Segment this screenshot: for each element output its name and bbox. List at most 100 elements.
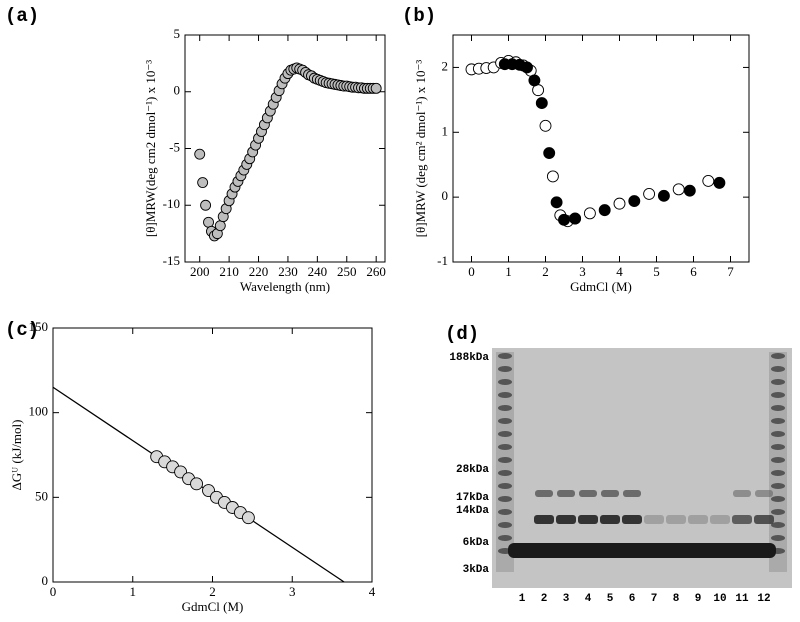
data-point bbox=[569, 212, 582, 225]
data-point bbox=[370, 82, 382, 94]
data-point bbox=[194, 148, 206, 160]
panel-label: (b) bbox=[402, 5, 436, 27]
y-tick-label: 100 bbox=[29, 404, 49, 419]
plot-frame bbox=[452, 34, 750, 263]
ladder-band bbox=[498, 353, 512, 359]
ladder-band bbox=[771, 535, 785, 541]
data-point bbox=[583, 207, 596, 220]
marker-label: 17kDa bbox=[456, 492, 489, 504]
ladder-band bbox=[771, 379, 785, 385]
data-point bbox=[190, 477, 204, 491]
ladder-band bbox=[771, 522, 785, 528]
band-14 bbox=[754, 515, 774, 524]
band-14 bbox=[534, 515, 554, 524]
lane-label: 7 bbox=[651, 593, 658, 605]
ladder-band bbox=[498, 444, 512, 450]
x-tick-label: 240 bbox=[308, 264, 328, 279]
y-tick-label: 0 bbox=[42, 573, 49, 588]
ladder-band bbox=[498, 496, 512, 502]
band-14 bbox=[556, 515, 576, 524]
ladder-band bbox=[498, 535, 512, 541]
panel-label: (c) bbox=[5, 319, 39, 341]
band-14 bbox=[644, 515, 664, 524]
lane-label: 10 bbox=[713, 593, 726, 605]
x-tick-label: 230 bbox=[278, 264, 298, 279]
x-tick-label: 2 bbox=[542, 264, 549, 279]
main-band bbox=[508, 543, 776, 558]
plot-frame bbox=[52, 327, 373, 583]
y-tick-label: 150 bbox=[29, 319, 49, 334]
x-tick-label: 5 bbox=[653, 264, 660, 279]
x-tick-label: 3 bbox=[579, 264, 586, 279]
ladder-band bbox=[498, 379, 512, 385]
data-point bbox=[521, 61, 533, 74]
x-tick-label: 6 bbox=[690, 264, 697, 279]
ladder-band bbox=[498, 418, 512, 424]
ladder-band bbox=[771, 431, 785, 437]
panel-label: (d) bbox=[445, 323, 479, 345]
x-tick-label: 4 bbox=[369, 584, 376, 599]
lane-label: 8 bbox=[673, 593, 680, 605]
data-point bbox=[543, 147, 556, 159]
marker-label: 6kDa bbox=[463, 537, 490, 549]
y-axis-label: [θ]MRW (deg cm² dmol⁻¹) x 10⁻³ bbox=[413, 60, 428, 238]
y-axis-label: ΔGᵁ (kJ/mol) bbox=[9, 420, 24, 491]
y-tick-label: 0 bbox=[442, 188, 449, 203]
ladder-band bbox=[771, 366, 785, 372]
band-17 bbox=[579, 490, 597, 497]
y-tick-label: 1 bbox=[442, 123, 449, 138]
data-point bbox=[528, 74, 541, 87]
y-tick-label: 5 bbox=[174, 26, 181, 41]
lane-label: 6 bbox=[629, 593, 636, 605]
data-point bbox=[539, 119, 552, 132]
band-14 bbox=[710, 515, 730, 524]
x-axis-label: GdmCl (M) bbox=[570, 279, 632, 294]
marker-label: 188kDa bbox=[449, 352, 489, 364]
marker-label: 3kDa bbox=[463, 564, 490, 576]
marker-label: 28kDa bbox=[456, 464, 489, 476]
data-point bbox=[214, 220, 226, 232]
band-17 bbox=[733, 490, 751, 497]
lane-label: 4 bbox=[585, 593, 592, 605]
x-tick-label: 0 bbox=[468, 264, 475, 279]
data-point bbox=[598, 204, 611, 217]
data-point bbox=[713, 176, 726, 189]
y-axis-label: [θ]MRW(deg cm2 dmol⁻¹) x 10⁻³ bbox=[143, 60, 158, 237]
lane-label: 5 bbox=[607, 593, 614, 605]
ladder-band bbox=[771, 496, 785, 502]
x-tick-label: 220 bbox=[249, 264, 269, 279]
ladder-band bbox=[771, 457, 785, 463]
data-point bbox=[203, 216, 214, 228]
y-tick-label: -15 bbox=[163, 253, 180, 268]
x-axis-label: Wavelength (nm) bbox=[240, 279, 330, 294]
x-tick-label: 0 bbox=[50, 584, 57, 599]
data-point bbox=[550, 196, 563, 209]
ladder-band bbox=[498, 483, 512, 489]
band-17 bbox=[557, 490, 575, 497]
lane-label: 3 bbox=[563, 593, 570, 605]
data-point bbox=[197, 177, 209, 189]
data-point bbox=[535, 97, 548, 110]
ladder-band bbox=[771, 392, 785, 398]
lane-label: 9 bbox=[695, 593, 702, 605]
y-tick-label: -5 bbox=[169, 139, 180, 154]
data-point bbox=[628, 195, 641, 207]
ladder-band bbox=[771, 444, 785, 450]
ladder-band bbox=[498, 405, 512, 411]
band-14 bbox=[622, 515, 642, 524]
panel-label: (a) bbox=[5, 5, 39, 27]
data-point bbox=[683, 184, 696, 197]
data-point bbox=[643, 187, 656, 200]
data-point bbox=[200, 199, 212, 211]
band-17 bbox=[535, 490, 553, 497]
marker-label: 14kDa bbox=[456, 505, 489, 517]
x-tick-label: 250 bbox=[337, 264, 357, 279]
lane-label: 11 bbox=[735, 593, 749, 605]
y-tick-label: 2 bbox=[442, 58, 449, 73]
x-tick-label: 1 bbox=[505, 264, 512, 279]
band-17 bbox=[755, 490, 773, 497]
ladder-band bbox=[498, 392, 512, 398]
x-tick-label: 4 bbox=[616, 264, 623, 279]
band-14 bbox=[732, 515, 752, 524]
